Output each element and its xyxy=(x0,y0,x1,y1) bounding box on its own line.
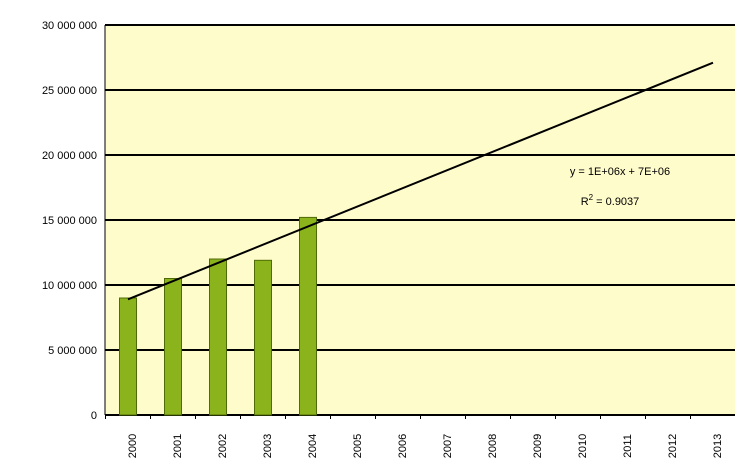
x-tick-label: 2011 xyxy=(622,434,634,458)
y-tick-label: 10 000 000 xyxy=(42,280,97,292)
x-tick-label: 2000 xyxy=(127,434,139,458)
bar xyxy=(299,216,317,416)
r-squared-letter: R xyxy=(581,196,589,208)
y-tick-label: 30 000 000 xyxy=(42,20,97,32)
x-tick-label: 2007 xyxy=(442,434,454,458)
r-squared-label: R2 = 0.9037 xyxy=(581,193,640,208)
trendline xyxy=(127,61,714,301)
bar-series xyxy=(119,216,317,416)
trend-equation: y = 1E+06x + 7E+06 xyxy=(570,166,670,178)
x-tick-label: 2002 xyxy=(217,434,229,458)
x-tick-label: 2004 xyxy=(307,434,319,458)
bar xyxy=(164,278,182,416)
y-tick-label: 5 000 000 xyxy=(48,345,97,357)
y-tick-label: 0 xyxy=(91,410,97,422)
bar xyxy=(209,258,227,416)
x-tick-label: 2003 xyxy=(262,434,274,458)
x-tick-label: 2006 xyxy=(397,434,409,458)
bar xyxy=(119,297,137,416)
r-squared-value: = 0.9037 xyxy=(593,196,639,208)
y-tick-label: 20 000 000 xyxy=(42,150,97,162)
y-tick-label: 15 000 000 xyxy=(42,215,97,227)
y-axis-tick-labels: 0 5 000 000 10 000 000 15 000 000 20 000 000… xyxy=(42,20,97,422)
x-tick-label: 2012 xyxy=(667,434,679,458)
x-tick-label: 2008 xyxy=(487,434,499,458)
x-tick-label: 2009 xyxy=(532,434,544,458)
x-tick-label: 2005 xyxy=(352,434,364,458)
r-squared-superscript: 2 xyxy=(589,193,594,202)
x-tick-label: 2013 xyxy=(712,434,724,458)
x-axis-tick-labels: 2000 2001 2002 2003 2004 2005 2006 2007 2008 2009… xyxy=(105,415,724,458)
bar xyxy=(254,259,272,416)
x-tick-label: 2010 xyxy=(577,434,589,458)
x-tick-label: 2001 xyxy=(172,434,184,458)
y-tick-label: 25 000 000 xyxy=(42,85,97,97)
